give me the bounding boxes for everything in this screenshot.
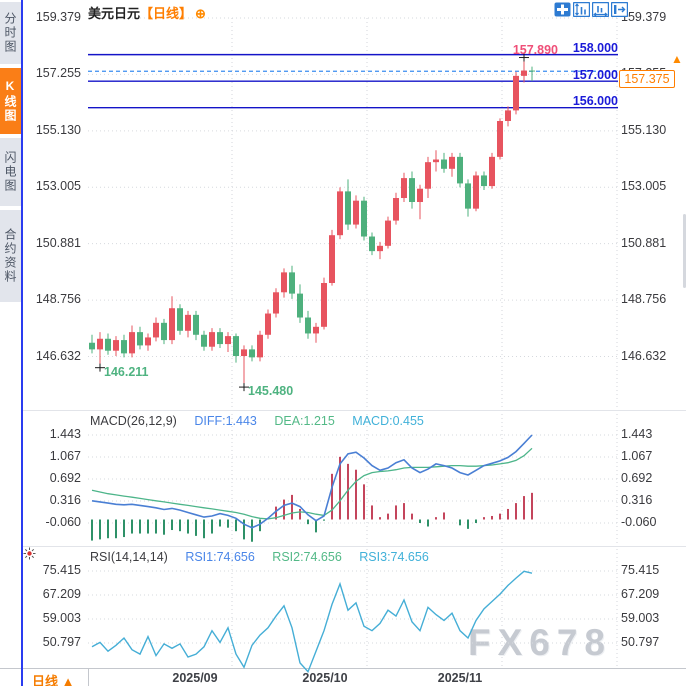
axis-tick: 155.130 (621, 122, 667, 137)
axis-tick: 153.005 (35, 179, 81, 194)
rsi2-value: RSI2:74.656 (272, 550, 342, 564)
axis-tick: 159.379 (35, 10, 81, 24)
x-axis-label-sep: 2025/09 (172, 671, 218, 685)
bottom-bar-divider (88, 669, 89, 686)
scrollbar-thumb[interactable] (683, 214, 686, 288)
axis-tick: 75.415 (42, 563, 81, 577)
axis-tick: 1.067 (49, 449, 81, 463)
axis-tick: 146.632 (621, 348, 667, 363)
axis-tick: 150.881 (35, 235, 81, 250)
rsi-header: RSI(14,14,14) RSI1:74.656 RSI2:74.656 RS… (90, 550, 429, 564)
level-label-158: 158.000 (572, 41, 618, 55)
macd-dea-value: DEA:1.215 (274, 414, 335, 428)
axis-tick: 50.797 (42, 635, 81, 649)
panel-separator (22, 546, 686, 547)
axis-tick: 0.316 (621, 492, 653, 507)
toolbar (554, 2, 628, 17)
axis-tick: 1.443 (621, 427, 653, 441)
level-label-157: 157.000 (572, 67, 618, 82)
panel-separator (22, 410, 686, 411)
sidebar-tab-timeshare[interactable]: 分时图 (0, 2, 21, 64)
axis-tick: 150.881 (621, 235, 667, 250)
axis-tick: 148.756 (35, 292, 81, 307)
period-text: 日线 (32, 674, 59, 686)
sidebar-tab-lightning[interactable]: 闪电图 (0, 138, 21, 206)
macd-macd-value: MACD:0.455 (352, 414, 424, 428)
axis-tick: 67.209 (42, 587, 81, 601)
period-arrow-icon: ▲ (61, 674, 75, 686)
axis-tick: -0.060 (45, 515, 81, 529)
sidebar: 分时图 K线图 闪电图 合约资料 (0, 0, 21, 686)
add-icon[interactable]: ⊕ (195, 6, 206, 21)
last-price-tag[interactable]: 157.375 (619, 70, 675, 88)
axis-tick: 153.005 (621, 179, 667, 194)
axis-tick: 75.415 (621, 563, 660, 577)
x-axis-label-oct: 2025/10 (302, 671, 348, 685)
rsi-title: RSI(14,14,14) (90, 550, 168, 564)
axis-tick: 50.797 (621, 635, 660, 649)
axis-tick: 157.255 (35, 66, 81, 81)
macd-diff-value: DIFF:1.443 (194, 414, 257, 428)
axis-tick: 59.003 (42, 611, 81, 625)
high-price-label: 157.890 (512, 43, 558, 57)
sidebar-tab-kline[interactable]: K线图 (0, 68, 21, 134)
sidebar-divider (21, 0, 23, 686)
fit-horizontal-icon[interactable] (592, 2, 609, 17)
axis-tick: 155.130 (35, 122, 81, 137)
fit-vertical-icon[interactable] (573, 2, 590, 17)
rsi1-value: RSI1:74.656 (185, 550, 255, 564)
price-up-arrow-icon: ▲ (671, 52, 683, 66)
axis-tick: 1.443 (49, 427, 81, 441)
axis-tick: 159.379 (621, 10, 667, 24)
axis-tick: 67.209 (621, 587, 660, 601)
rsi3-value: RSI3:74.656 (359, 550, 429, 564)
axis-tick: 146.632 (35, 348, 81, 363)
period-label: 【日线】 (140, 6, 193, 21)
period-selector[interactable]: 日线 ▲ (32, 671, 75, 686)
symbol-name: 美元日元 (88, 6, 141, 21)
axis-tick: 1.067 (621, 449, 653, 463)
move-icon[interactable] (554, 2, 571, 17)
macd-title: MACD(26,12,9) (90, 414, 177, 428)
go-latest-icon[interactable] (611, 2, 628, 17)
axis-tick: 0.692 (621, 470, 653, 485)
axis-tick: 0.316 (49, 492, 81, 507)
axis-tick: 59.003 (621, 611, 660, 625)
bottom-axis-line (0, 668, 686, 669)
level-label-156: 156.000 (572, 93, 618, 108)
x-axis-label-nov: 2025/11 (437, 671, 483, 685)
axis-tick: 148.756 (621, 292, 667, 307)
chart-title: 美元日元【日线】 ⊕ (88, 3, 206, 22)
axis-tick: 0.692 (49, 470, 81, 485)
sidebar-tab-contract-info[interactable]: 合约资料 (0, 210, 21, 302)
low-price-label-2: 145.480 (248, 384, 294, 398)
low-price-label-1: 146.211 (104, 365, 149, 379)
axis-tick: -0.060 (621, 515, 657, 529)
indicator-settings-icon[interactable] (23, 547, 36, 560)
macd-header: MACD(26,12,9) DIFF:1.443 DEA:1.215 MACD:… (90, 414, 424, 428)
